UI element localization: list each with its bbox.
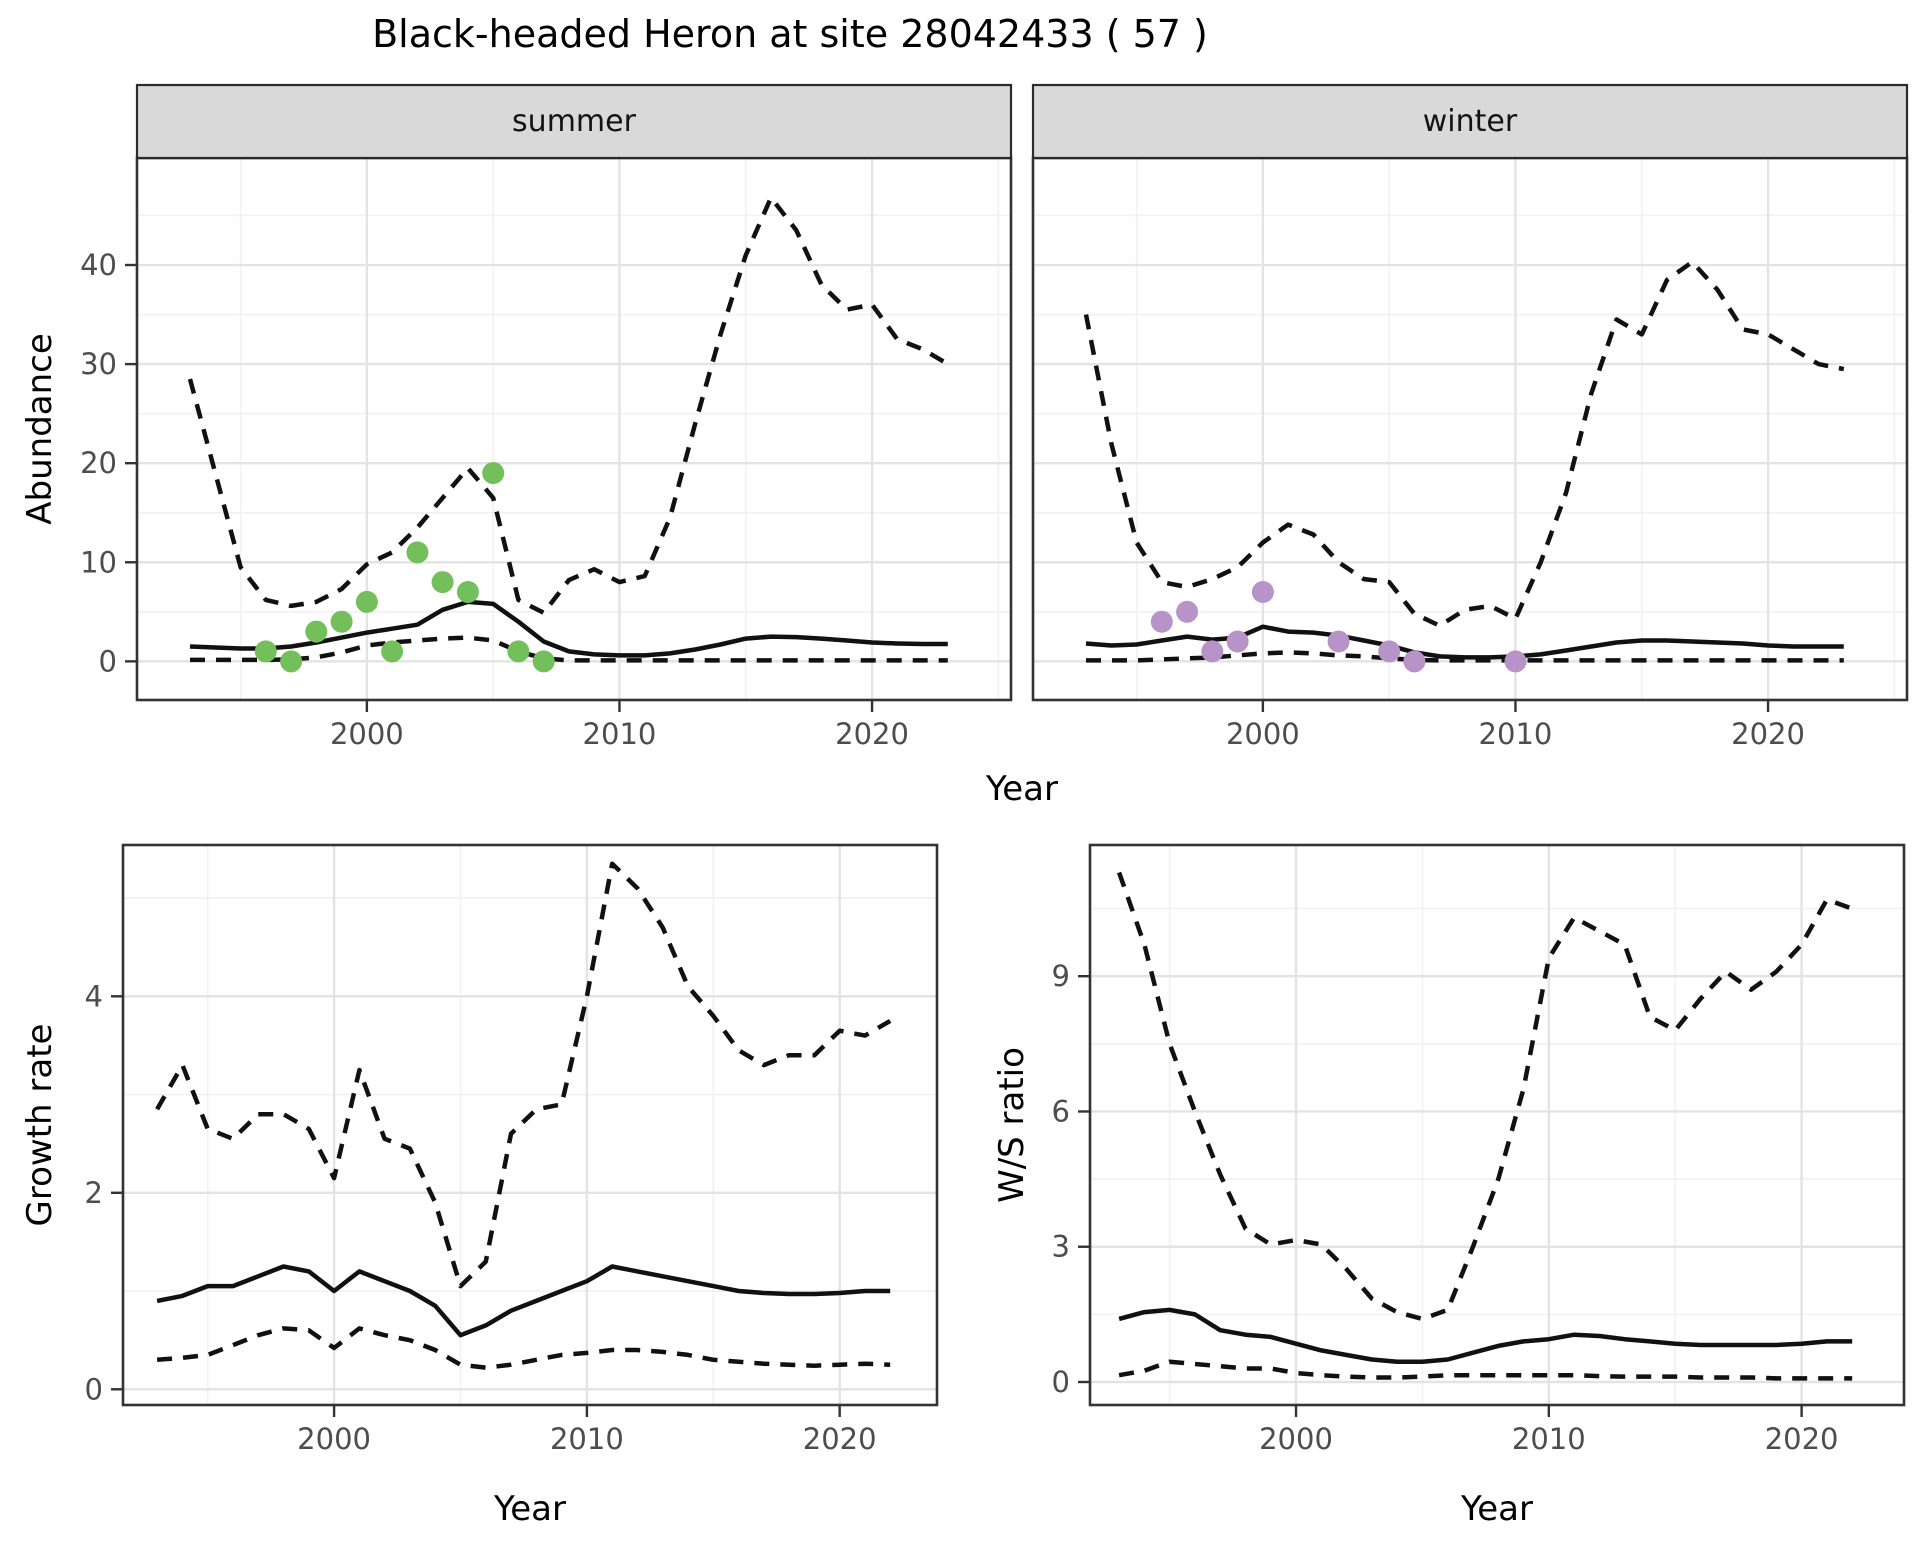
series-lines [155,861,892,1370]
gridlines [123,845,937,1405]
y-axis-title-ws-ratio: W/S ratio [992,1047,1032,1203]
observed-point [456,581,479,603]
observed-point [1176,600,1199,623]
x-tick-label: 2010 [583,717,657,751]
gridlines [1033,158,1907,700]
x-tick-label: 2020 [1765,1422,1839,1456]
y-axis-title-abundance: Abundance [20,333,60,525]
series-median [1085,624,1844,660]
panel-border [1088,843,1906,1407]
observed-point [280,650,303,673]
plot-title: Black-headed Heron at site 28042433 ( 57… [372,12,1208,56]
facet-strip-label: summer [512,104,637,139]
y-tick-label: 30 [80,347,117,381]
observed-point [1201,640,1224,663]
series-lines [1116,871,1853,1381]
series-upper-ci [1116,871,1853,1322]
x-tick-label: 2020 [803,1422,877,1456]
panel-border [121,843,939,1407]
x-tick-label: 2020 [835,717,909,751]
series-median [156,1264,891,1338]
panel-abundance-summer: 2000 2010 2020 0 10 20 30 40 summer [80,83,1013,751]
y-tick-label: 0 [1052,1365,1070,1399]
y-tick-label: 2 [85,1176,103,1210]
observed-point [1251,581,1274,603]
observed-point [381,640,404,663]
panel-background [123,845,937,1405]
y-tick-label: 0 [99,644,117,678]
x-tick-label: 2010 [550,1422,624,1456]
observed-point [507,640,530,663]
observed-point [1504,650,1527,673]
series-upper-ci [187,195,949,616]
observed-point [431,571,454,594]
x-axis-title-year-bottom-left: Year [493,1489,566,1529]
facet-strip [1031,83,1909,160]
y-tick-label: 4 [85,979,103,1013]
observed-point [406,541,429,564]
y-tick-label: 0 [85,1372,103,1406]
y-tick-label: 10 [80,545,117,579]
panel-background [1090,845,1904,1405]
observed-points [1150,581,1527,673]
series-median [1118,1307,1853,1364]
panel-background [137,158,1011,700]
panel-growth-rate: 2000 2010 2020 0 2 4 [85,843,939,1456]
observed-point [254,640,277,663]
x-tick-label: 2000 [1226,717,1300,751]
observed-point [482,462,505,485]
y-tick-label: 3 [1052,1230,1070,1264]
x-tick-label: 2000 [330,717,404,751]
observed-point [1378,640,1401,663]
facet-strip [135,83,1013,160]
x-axis-title-year-bottom-right: Year [1460,1489,1533,1529]
series-lines [1083,259,1845,663]
y-tick-label: 6 [1052,1094,1070,1128]
series-upper-ci [155,861,892,1289]
y-tick-label: 40 [80,248,117,282]
observed-point [1403,650,1426,673]
observed-point [532,650,555,673]
y-axis-title-growth-rate: Growth rate [20,1024,60,1227]
series-lower-ci [1086,650,1844,663]
y-tick-label: 9 [1052,959,1070,993]
x-tick-label: 2010 [1479,717,1553,751]
x-tick-label: 2000 [1259,1422,1333,1456]
x-tick-label: 2020 [1731,717,1805,751]
observed-point [1150,610,1173,633]
series-lower-ci [190,635,948,663]
panel-ws-ratio: 2000 2010 2020 0 3 6 9 [1052,843,1906,1456]
x-tick-label: 2000 [297,1422,371,1456]
observed-point [355,590,378,613]
y-tick-label: 20 [80,446,117,480]
panel-abundance-winter: 2000 2010 2020 winter [1031,83,1909,751]
observed-point [305,620,328,643]
series-upper-ci [1083,259,1845,628]
x-axis-title-year-top: Year [985,769,1058,809]
observed-point [1226,630,1249,653]
x-tick-label: 2010 [1512,1422,1586,1456]
gridlines [1090,845,1904,1405]
series-lower-ci [156,1326,891,1370]
observed-points [254,462,555,673]
series-lower-ci [1118,1359,1853,1381]
observed-point [1327,630,1350,653]
facet-strip-label: winter [1423,104,1518,139]
observed-point [330,610,353,633]
